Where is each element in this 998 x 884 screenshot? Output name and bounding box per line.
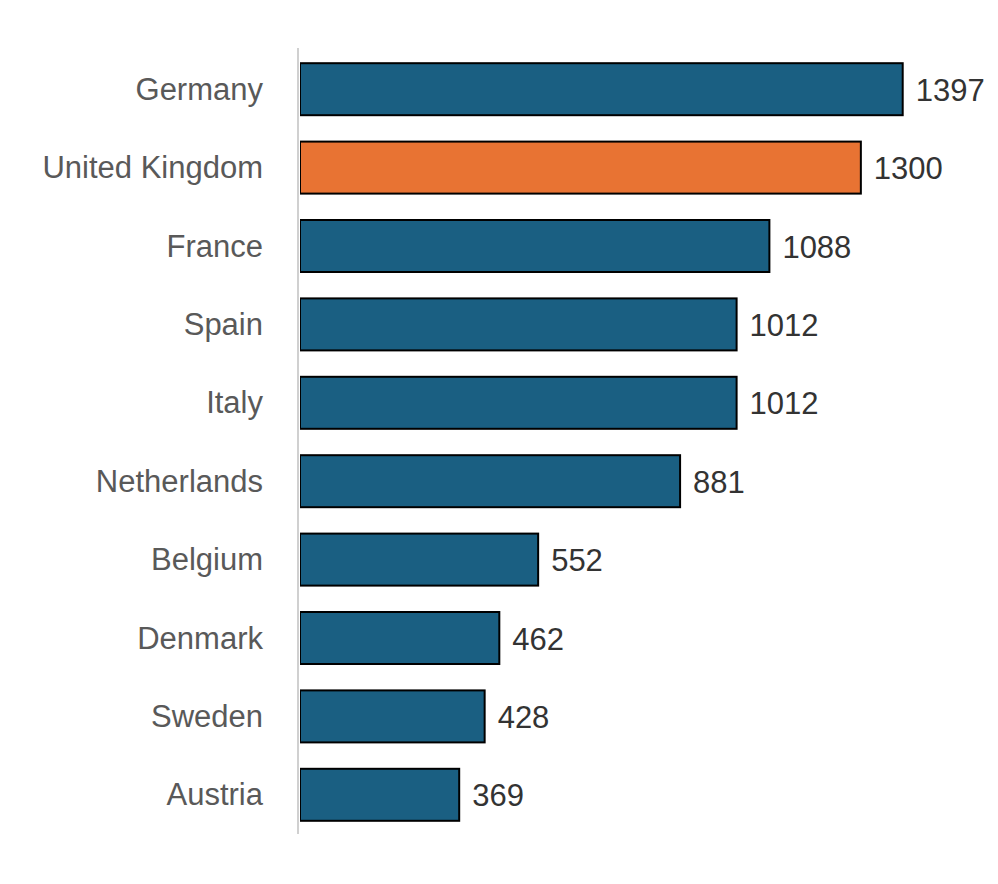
bar bbox=[300, 142, 861, 194]
bar bbox=[300, 534, 538, 586]
data-label: 1300 bbox=[874, 151, 943, 186]
category-label: Italy bbox=[206, 385, 263, 420]
category-label: France bbox=[167, 229, 263, 264]
chart-svg: Germany 1397 United Kingdom 1300 France 1088 S… bbox=[0, 0, 998, 884]
data-label: 428 bbox=[498, 700, 550, 735]
data-label: 462 bbox=[512, 622, 564, 657]
category-label: Netherlands bbox=[96, 464, 263, 499]
bar bbox=[300, 377, 737, 429]
bar bbox=[300, 63, 903, 115]
bar bbox=[300, 298, 737, 350]
bar bbox=[300, 690, 485, 742]
data-label: 369 bbox=[472, 778, 524, 813]
category-label: Germany bbox=[136, 72, 264, 107]
bar bbox=[300, 220, 769, 272]
category-label: Austria bbox=[167, 777, 264, 812]
data-label: 881 bbox=[693, 465, 745, 500]
data-label: 1012 bbox=[750, 386, 819, 421]
bar bbox=[300, 455, 680, 507]
axis-line bbox=[297, 48, 299, 834]
data-label: 552 bbox=[551, 543, 603, 578]
bar bbox=[300, 769, 459, 821]
category-label: Spain bbox=[184, 307, 263, 342]
data-label: 1088 bbox=[782, 230, 851, 265]
category-label: Sweden bbox=[151, 699, 263, 734]
data-label: 1397 bbox=[916, 73, 985, 108]
bars bbox=[300, 63, 903, 821]
category-label: Belgium bbox=[151, 542, 263, 577]
labels: Germany 1397 United Kingdom 1300 France 1088 S… bbox=[42, 72, 984, 814]
chart: Germany 1397 United Kingdom 1300 France 1088 S… bbox=[0, 0, 998, 884]
data-label: 1012 bbox=[750, 308, 819, 343]
category-label: Denmark bbox=[137, 621, 263, 656]
bar bbox=[300, 612, 499, 664]
category-label: United Kingdom bbox=[42, 150, 263, 185]
